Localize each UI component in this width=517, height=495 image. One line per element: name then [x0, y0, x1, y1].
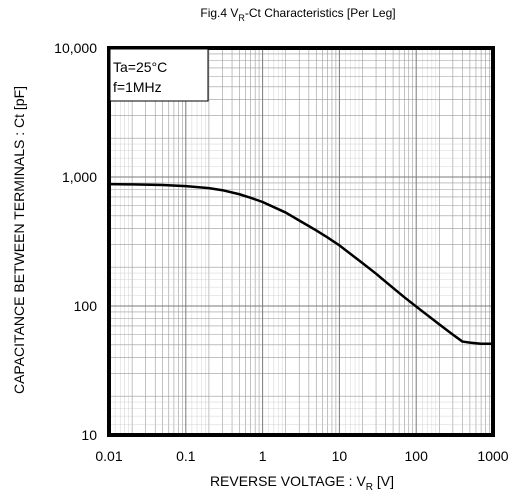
x-tick-label: 100 [405, 448, 429, 464]
x-tick-label: 0.01 [95, 448, 122, 464]
y-tick-label: 10,000 [54, 40, 97, 56]
x-tick-label: 10 [332, 448, 348, 464]
grid-minor [109, 48, 493, 435]
conditions-background [109, 48, 209, 102]
y-tick-labels: 10 100 1,000 10,000 [54, 40, 97, 443]
plot-frame [107, 46, 495, 437]
y-axis-label: CAPACITANCE BETWEEN TERMINALS : Ct [pF] [11, 86, 27, 394]
x-tick-label: 0.1 [176, 448, 196, 464]
series-line [108, 182, 493, 345]
x-tick-labels: 0.01 0.1 1 10 100 1000 [95, 448, 508, 464]
chart-title: Fig.4 VR-Ct Characteristics [Per Leg] [200, 6, 395, 23]
x-tick-label: 1000 [477, 448, 508, 464]
conditions-box: Ta=25°C f=1MHz [109, 48, 209, 102]
grid-major [109, 48, 493, 435]
x-tick-label: 1 [259, 448, 267, 464]
y-tick-label: 1,000 [62, 169, 97, 185]
condition-frequency: f=1MHz [113, 79, 162, 95]
condition-temperature: Ta=25°C [113, 59, 167, 75]
x-axis-label: REVERSE VOLTAGE : VR [V] [210, 473, 394, 493]
y-tick-label: 100 [74, 298, 98, 314]
y-tick-label: 10 [81, 427, 97, 443]
